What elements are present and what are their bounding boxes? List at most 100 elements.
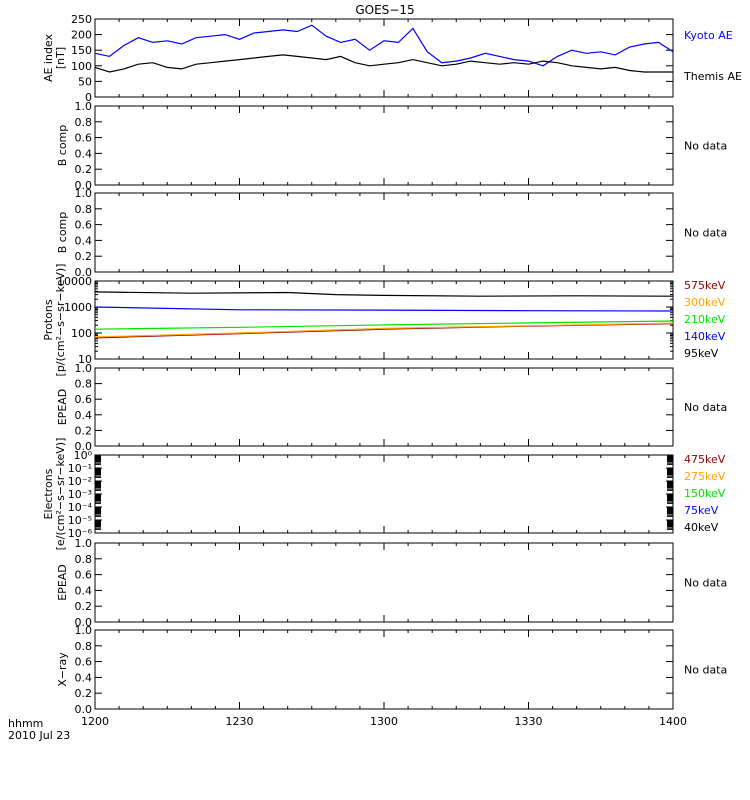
series-line-210kev — [94, 320, 674, 330]
series-line-575kev — [94, 323, 674, 339]
y-tick-label: 0.6 — [75, 132, 93, 145]
time-axis-date-label: 2010 Jul 23 — [8, 729, 70, 742]
y-tick-label: 10⁰ — [74, 449, 93, 462]
y-tick-label: 0 — [85, 91, 92, 104]
y-tick-label: 0.8 — [75, 203, 93, 216]
legend-entry: 475keV — [684, 453, 726, 466]
legend-entry: 150keV — [684, 487, 726, 500]
time-axis-format-label: hhmm — [8, 717, 43, 730]
y-tick-label: 1000 — [64, 301, 92, 314]
figure-title: GOES−15 — [355, 3, 414, 17]
time-tick-label: 1400 — [659, 715, 687, 728]
y-tick-label: 0.0 — [75, 616, 93, 629]
series-line-140kev — [94, 306, 674, 312]
legend-entry: 75keV — [684, 504, 719, 517]
y-tick-label: 0.8 — [75, 116, 93, 129]
y-tick-label: 0.6 — [75, 569, 93, 582]
y-tick-label: 0.0 — [75, 440, 93, 453]
legend-entry: 300keV — [684, 296, 726, 309]
no-data-label: No data — [684, 227, 727, 240]
y-tick-label: 0.4 — [75, 409, 93, 422]
y-tick-label: 10000 — [57, 275, 92, 288]
y-axis-label: EPEAD — [56, 564, 69, 601]
panel-frame — [94, 367, 674, 447]
y-tick-label: 0.4 — [75, 234, 93, 247]
y-tick-label: 0.6 — [75, 656, 93, 669]
time-axis: 1200 1230 1300 1330 1400 — [81, 715, 687, 728]
y-tick-label: 1.0 — [75, 537, 93, 550]
y-tick-label: 0.2 — [75, 424, 93, 437]
legend-entry: 575keV — [684, 279, 726, 292]
y-tick-label: 1.0 — [75, 362, 93, 375]
y-tick-label: 0.4 — [75, 671, 93, 684]
y-tick-label: 0.8 — [75, 553, 93, 566]
legend-entry: 40keV — [684, 521, 719, 534]
panel-frame — [94, 192, 674, 273]
panel-frame — [94, 454, 674, 534]
panel-frame — [94, 18, 674, 98]
legend-entry: 140keV — [684, 330, 726, 343]
y-tick-label: 0.2 — [75, 250, 93, 263]
y-tick-label: 0.2 — [75, 600, 93, 613]
series-line-95kev — [94, 291, 674, 297]
y-tick-label: 100 — [71, 60, 92, 73]
panels: 0 50 100 150 200 250 AE index [nT] Kyoto AE Themi… — [42, 13, 742, 716]
y-axis-label: B comp — [56, 212, 69, 254]
panel-b-comp-1: 0.0 0.2 0.4 0.6 0.8 1.0 B comp No data — [56, 100, 727, 192]
y-axis-unit: [e/(cm²−s−sr−keV)] — [54, 438, 67, 551]
y-tick-label: 10⁻² — [68, 475, 92, 488]
y-tick-label: 0.0 — [75, 179, 93, 192]
y-axis-label: Electrons — [42, 468, 55, 519]
no-data-label: No data — [684, 140, 727, 153]
y-tick-label: 0.4 — [75, 584, 93, 597]
panel-frame — [94, 105, 674, 186]
y-tick-label: 0.0 — [75, 266, 93, 279]
y-tick-label: 0.6 — [75, 219, 93, 232]
y-axis-label: AE index — [42, 33, 55, 82]
y-tick-label: 10⁻⁵ — [68, 514, 92, 527]
y-tick-label: 10⁻⁶ — [68, 527, 93, 540]
panel-frame — [94, 629, 674, 710]
legend-entry: Kyoto AE — [684, 29, 733, 42]
panel-x-ray: 0.0 0.2 0.4 0.6 0.8 1.0 X−ray No data — [56, 624, 727, 716]
time-tick-label: 1230 — [226, 715, 254, 728]
y-axis-label: X−ray — [56, 652, 69, 687]
panel-ae-index: 0 50 100 150 200 250 AE index [nT] Kyoto AE Themi… — [42, 13, 742, 104]
legend-entry: 210keV — [684, 313, 726, 326]
y-tick-label: 0.2 — [75, 687, 93, 700]
panel-frame — [94, 542, 674, 623]
y-axis-label: Protons — [42, 299, 55, 340]
y-tick-label: 100 — [71, 327, 92, 340]
y-tick-label: 0.8 — [75, 640, 93, 653]
no-data-label: No data — [684, 401, 727, 414]
y-tick-label: 10⁻³ — [68, 488, 92, 501]
y-axis-label: EPEAD — [56, 389, 69, 426]
y-tick-label: 10 — [78, 353, 92, 366]
y-tick-label: 0.0 — [75, 703, 93, 716]
y-tick-label: 200 — [71, 29, 92, 42]
y-axis-unit: [p/(cm²−s−sr−keV)] — [54, 264, 67, 377]
y-tick-label: 50 — [78, 75, 92, 88]
y-tick-label: 10⁻⁴ — [68, 501, 93, 514]
y-tick-label: 150 — [71, 44, 92, 57]
y-tick-label: 10⁻¹ — [68, 462, 92, 475]
y-tick-label: 0.8 — [75, 378, 93, 391]
y-tick-label: 0.6 — [75, 393, 93, 406]
no-data-label: No data — [684, 577, 727, 590]
no-data-label: No data — [684, 664, 727, 677]
legend-entry: Themis AE — [683, 70, 742, 83]
y-tick-label: 0.4 — [75, 147, 93, 160]
y-tick-label: 1.0 — [75, 100, 93, 113]
panel-epead-1: 0.0 0.2 0.4 0.6 0.8 1.0 EPEAD No data — [56, 362, 727, 453]
y-axis-unit: [nT] — [54, 47, 67, 69]
y-tick-label: 1.0 — [75, 624, 93, 637]
time-tick-label: 1200 — [81, 715, 109, 728]
time-tick-label: 1300 — [370, 715, 398, 728]
y-tick-label: 1.0 — [75, 187, 93, 200]
y-tick-label: 250 — [71, 13, 92, 26]
series-line-themis-ae — [94, 54, 673, 73]
series-line-kyoto-ae — [94, 24, 674, 67]
